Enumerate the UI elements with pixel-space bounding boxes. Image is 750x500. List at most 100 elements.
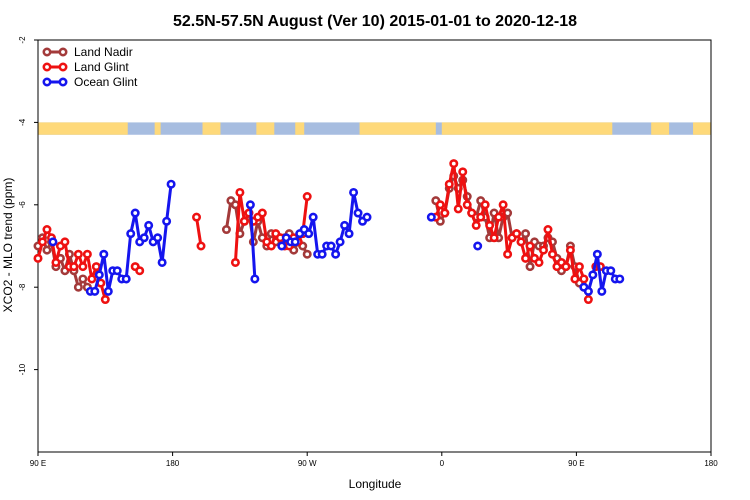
data-point [192,212,202,222]
data-point [331,249,341,259]
data-point [458,167,468,177]
data-point [37,237,47,247]
x-axis: 90 E 180 90 W 0 90 E 180 [30,452,718,468]
data-point [78,262,88,272]
data-point [453,204,463,214]
map-strip [38,122,711,135]
data-point [574,262,584,272]
map-land-patch [202,122,221,135]
y-axis: -2 -4 -6 -8 -10 [18,36,38,375]
data-point [485,220,495,230]
data-point [91,262,101,272]
legend-marker [58,62,68,72]
legend-item: Land Nadir [42,45,133,59]
data-point [126,229,136,239]
data-point [317,249,327,259]
data-point [73,282,83,292]
data-point [480,200,490,210]
legend-marker [58,77,68,87]
y-tick-label: -4 [18,118,27,126]
data-point [51,257,61,267]
data-point [349,187,359,197]
data-point [435,200,445,210]
x-tick-label: 180 [704,459,718,468]
data-point [503,249,513,259]
data-point [570,274,580,284]
data-point [565,245,575,255]
legend-marker [42,47,52,57]
data-point [525,262,535,272]
data-point [166,179,176,189]
data-point [467,208,477,218]
data-point [78,274,88,284]
data-point [326,241,336,251]
map-land-patches [38,122,711,135]
data-point [266,241,276,251]
series-land-glint [33,159,605,305]
legend-item: Land Glint [42,60,129,74]
data-point [353,208,363,218]
series-line [248,204,257,280]
map-land-patch [256,122,275,135]
data-point [471,220,481,230]
data-point [60,237,70,247]
y-axis-label: XCO2 - MLO trend (ppm) [1,178,15,313]
data-point [606,266,616,276]
data-point [615,274,625,284]
data-point [112,266,122,276]
chart-title: 52.5N-57.5N August (Ver 10) 2015-01-01 t… [173,13,577,30]
map-land-patch [441,122,613,135]
data-point [153,233,163,243]
map-land-patch [651,122,670,135]
data-point [257,208,267,218]
series-line [195,216,203,247]
data-point [426,212,436,222]
data-point [239,216,249,226]
data-point [543,225,553,235]
map-land-patch [154,122,161,135]
map-land-patch [693,122,711,135]
series-ocean-glint [48,179,625,296]
data-point [335,237,345,247]
data-point [308,212,318,222]
data-point [340,220,350,230]
data-point [494,212,504,222]
y-tick-label: -2 [18,36,27,44]
legend-label: Ocean Glint [74,75,138,89]
data-point [90,286,100,296]
data-point [230,257,240,267]
y-tick-label: -6 [18,201,27,209]
data-point [440,208,450,218]
legend-marker [42,62,52,72]
data-point [534,257,544,267]
data-point [521,229,531,239]
data-point [42,225,52,235]
data-point [473,241,483,251]
series-layer [33,159,625,305]
data-point [121,274,131,284]
data-point [521,253,531,263]
data-point [525,241,535,251]
map-land-patch [359,122,436,135]
x-tick-label: 0 [440,459,445,468]
data-point [69,262,79,272]
data-point [235,187,245,197]
x-tick-label: 90 W [298,459,317,468]
data-point [512,229,522,239]
data-point [476,212,486,222]
data-point [561,262,571,272]
data-point [100,295,110,305]
data-point [130,208,140,218]
data-point [73,249,83,259]
data-point [245,200,255,210]
legend-label: Land Nadir [74,45,133,59]
map-land-patch [295,122,305,135]
data-point [583,286,593,296]
data-point [302,192,312,202]
data-point [139,233,149,243]
data-point [547,249,557,259]
data-point [516,237,526,247]
data-point [362,212,372,222]
